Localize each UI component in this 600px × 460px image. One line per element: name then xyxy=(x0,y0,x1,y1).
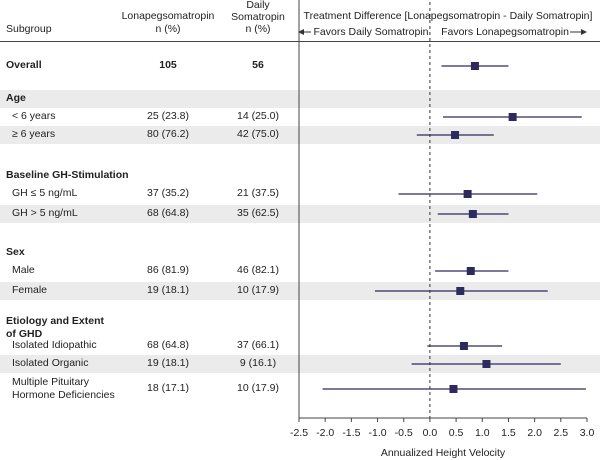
row-band xyxy=(0,282,600,300)
lona-count: 18 (17.1) xyxy=(146,382,190,394)
daily-count: 14 (25.0) xyxy=(236,110,280,122)
subgroup-label: Male xyxy=(12,264,35,276)
lona-header-name: Lonapegsomatropin xyxy=(121,10,215,22)
lona-count: 68 (64.8) xyxy=(146,207,190,219)
favors-left-label: Favors Daily Somatropin xyxy=(313,26,429,38)
daily-header-line3: n (%) xyxy=(245,23,271,35)
point-estimate xyxy=(463,190,472,198)
subgroup-label: Female xyxy=(12,284,48,296)
section-label: Sex xyxy=(6,246,25,258)
lona-header-unit: n (%) xyxy=(155,23,181,35)
x-tick-label: 2.0 xyxy=(527,427,542,439)
daily-count: 56 xyxy=(252,59,264,71)
x-tick-label: -0.5 xyxy=(395,427,413,439)
row-band xyxy=(0,126,600,144)
header-rule xyxy=(0,41,600,42)
x-tick-label: -1.0 xyxy=(368,427,386,439)
x-tick-label: 0.0 xyxy=(423,427,438,439)
lona-count: 19 (18.1) xyxy=(146,357,190,369)
favors-right-label: Favors Lonapegsomatropin xyxy=(441,26,569,38)
lona-count: 86 (81.9) xyxy=(146,264,190,276)
row-band xyxy=(0,355,600,373)
lona-count: 25 (23.8) xyxy=(146,110,190,122)
x-tick-label: -2.0 xyxy=(316,427,334,439)
point-estimate xyxy=(466,267,475,275)
x-tick-label: 1.0 xyxy=(475,427,490,439)
daily-count: 21 (37.5) xyxy=(236,187,280,199)
daily-header-line2: Somatropin xyxy=(231,11,285,23)
treatment-difference-title: Treatment Difference [Lonapegsomatropin … xyxy=(303,10,593,22)
lona-count: 105 xyxy=(159,59,177,71)
daily-count: 35 (62.5) xyxy=(236,207,280,219)
daily-count: 37 (66.1) xyxy=(236,339,280,351)
section-label: Baseline GH-Stimulation xyxy=(6,169,129,181)
favors-left-arrowhead xyxy=(298,29,304,35)
point-estimate xyxy=(508,113,517,121)
row-band xyxy=(0,205,600,223)
point-estimate xyxy=(451,131,460,139)
point-estimate xyxy=(449,385,458,393)
lona-count: 37 (35.2) xyxy=(146,187,190,199)
point-estimate xyxy=(468,210,477,218)
daily-count: 46 (82.1) xyxy=(236,264,280,276)
daily-count: 9 (16.1) xyxy=(239,357,277,369)
x-tick-label: 3.0 xyxy=(580,427,595,439)
lona-count: 68 (64.8) xyxy=(146,339,190,351)
point-estimate xyxy=(482,360,491,368)
subgroup-label: Isolated Idiopathic xyxy=(12,339,97,351)
point-estimate xyxy=(470,62,479,70)
lona-count: 19 (18.1) xyxy=(146,284,190,296)
daily-count: 10 (17.9) xyxy=(236,284,280,296)
subgroup-label: Isolated Organic xyxy=(12,357,89,369)
row-band xyxy=(0,90,600,108)
lona-count: 80 (76.2) xyxy=(146,128,190,140)
x-tick-label: -2.5 xyxy=(290,427,308,439)
daily-count: 42 (75.0) xyxy=(236,128,280,140)
subgroup-label: < 6 years xyxy=(12,110,56,122)
x-tick-label: -1.5 xyxy=(342,427,360,439)
section-label: Age xyxy=(6,92,26,104)
subgroup-label: GH ≤ 5 ng/mL xyxy=(12,187,78,199)
daily-count: 10 (17.9) xyxy=(236,382,280,394)
x-tick-label: 1.5 xyxy=(501,427,516,439)
point-estimate xyxy=(456,287,465,295)
favors-right-arrowhead xyxy=(581,29,587,35)
daily-header-line1: Daily xyxy=(246,0,270,11)
x-tick-label: 0.5 xyxy=(449,427,464,439)
point-estimate xyxy=(459,342,468,350)
x-axis-label: Annualized Height Velocity xyxy=(381,447,506,459)
subgroup-header: Subgroup xyxy=(6,23,52,35)
subgroup-label: Multiple Pituitary Hormone Deficiencies xyxy=(12,376,115,401)
section-label: Etiology and Extent of GHD xyxy=(6,315,105,340)
subgroup-label: GH > 5 ng/mL xyxy=(12,207,78,219)
subgroup-label: ≥ 6 years xyxy=(12,128,56,140)
x-tick-label: 2.5 xyxy=(554,427,569,439)
subgroup-label: Overall xyxy=(6,59,42,71)
